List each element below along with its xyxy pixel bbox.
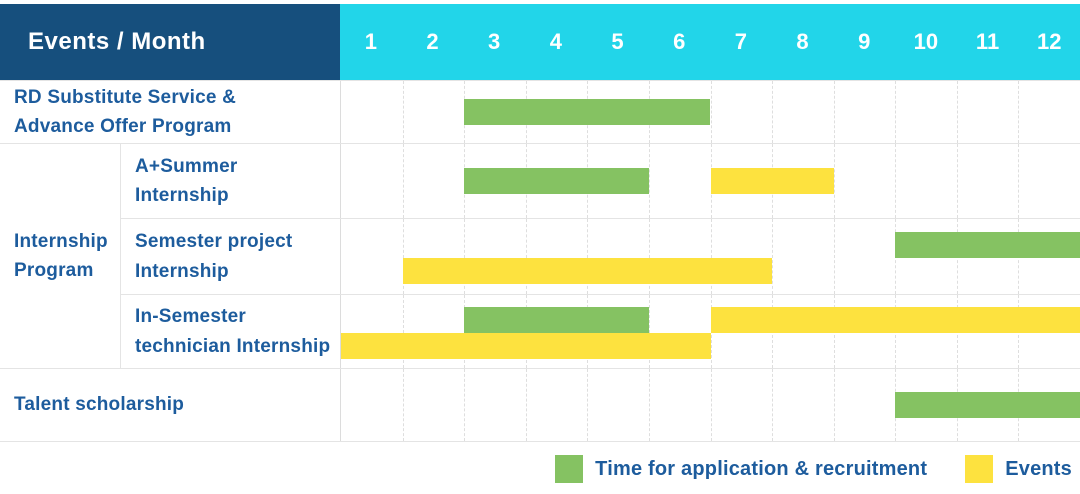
month-gridline (402, 295, 404, 368)
month-gridline (772, 369, 774, 441)
row-timeline (340, 295, 1080, 368)
month-gridline (402, 81, 404, 143)
table-row: RD Substitute Service & Advance Offer Pro… (0, 80, 1080, 143)
gantt-bar (341, 332, 711, 359)
table-row: Semester project Internship (120, 218, 1080, 294)
row-label: Semester project Internship (120, 219, 340, 294)
month-gridline (587, 369, 589, 441)
internship-program-group: Internship Program A+Summer Internship Semes… (0, 143, 1080, 368)
legend-item: Time for application & recruitment (555, 455, 927, 483)
month-gridline (402, 144, 404, 218)
month-label: 8 (796, 29, 809, 54)
month-label: 10 (913, 29, 939, 54)
table-row: Talent scholarship (0, 368, 1080, 441)
table-row: A+Summer Internship (120, 144, 1080, 218)
gantt-bar (464, 99, 711, 125)
gantt-bar (710, 306, 1080, 333)
legend: Time for application & recruitment Events (0, 455, 1080, 483)
month-gridline (833, 144, 835, 218)
gantt-bar (710, 168, 834, 194)
month-gridline (1018, 144, 1020, 218)
month-gridline (895, 81, 897, 143)
month-gridline (648, 144, 650, 218)
month-gridline (402, 369, 404, 441)
month-gridline (833, 81, 835, 143)
month-gridline (895, 144, 897, 218)
group-rows: A+Summer Internship Semester project Intern… (120, 144, 1080, 368)
legend-label: Events (1005, 457, 1072, 480)
month-gridline (648, 295, 650, 368)
month-gridline (833, 369, 835, 441)
events-month-header: Events / Month (0, 4, 340, 80)
month-label: 11 (975, 29, 1000, 54)
row-timeline (340, 144, 1080, 218)
month-gridline (956, 144, 958, 218)
month-label: 2 (426, 29, 439, 54)
gantt-bar (464, 306, 649, 333)
gantt-bar (464, 168, 649, 194)
row-label: RD Substitute Service & Advance Offer Pro… (14, 86, 237, 137)
row-timeline (340, 219, 1080, 294)
month-label: 3 (488, 29, 501, 54)
month-label: 6 (673, 29, 686, 54)
month-gridline (648, 369, 650, 441)
month-gridline (956, 81, 958, 143)
month-gridline (402, 219, 404, 294)
table-header-row: Events / Month 1 2 3 4 5 6 7 8 9 10 11 12 (0, 4, 1080, 80)
month-gridline (648, 219, 650, 294)
group-label: Internship Program (14, 230, 108, 281)
month-label: 5 (611, 29, 624, 54)
table-body: RD Substitute Service & Advance Offer Pro… (0, 80, 1080, 442)
row-label: In-Semester technician Internship (120, 295, 340, 368)
month-gridline (525, 219, 527, 294)
month-label: 7 (734, 29, 747, 54)
month-gridline (710, 81, 712, 143)
month-gridline (464, 219, 466, 294)
month-gridline (833, 219, 835, 294)
month-label: 4 (549, 29, 562, 54)
month-gridline (525, 369, 527, 441)
month-gridline (587, 219, 589, 294)
month-gridline (710, 369, 712, 441)
gantt-chart: Events / Month 1 2 3 4 5 6 7 8 9 10 11 12 RD Substi… (0, 4, 1080, 483)
gantt-bar (895, 392, 1080, 418)
month-gridline (710, 219, 712, 294)
month-gridline (1018, 81, 1020, 143)
month-label: 1 (364, 29, 377, 54)
table-row: In-Semester technician Internship (120, 294, 1080, 368)
row-timeline (340, 81, 1080, 143)
month-gridline (464, 369, 466, 441)
legend-swatch (555, 455, 584, 483)
gantt-bar (402, 257, 773, 284)
month-header-row: 1 2 3 4 5 6 7 8 9 10 11 12 (340, 4, 1080, 80)
month-gridline (772, 81, 774, 143)
month-gridline (772, 219, 774, 294)
legend-label: Time for application & recruitment (595, 457, 928, 480)
row-label: Talent scholarship (14, 394, 185, 416)
legend-swatch (965, 455, 994, 483)
month-label: 9 (858, 29, 871, 54)
legend-item: Events (965, 455, 1072, 483)
row-timeline (340, 369, 1080, 441)
row-label: A+Summer Internship (120, 144, 340, 218)
gantt-bar (895, 231, 1080, 258)
month-label: 12 (1036, 29, 1062, 54)
